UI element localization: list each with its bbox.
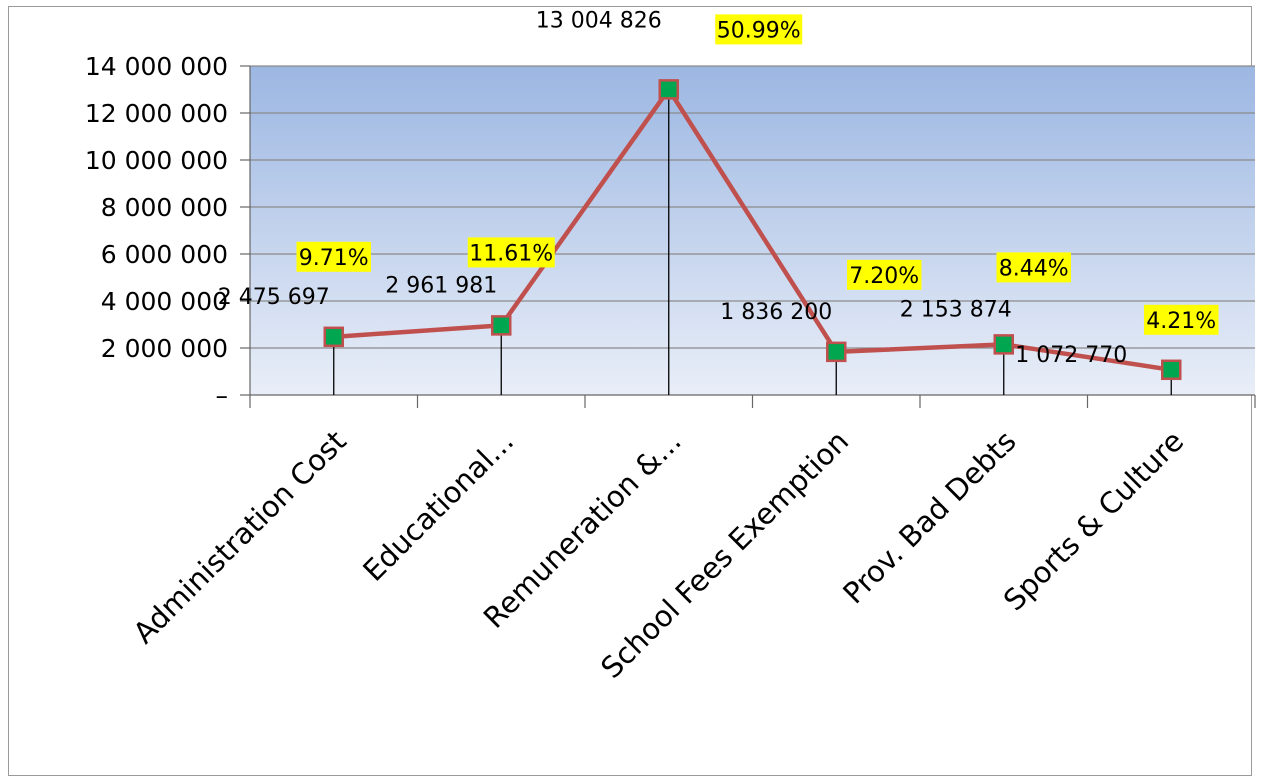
percent-badge bbox=[467, 237, 555, 268]
plot-area bbox=[250, 66, 1255, 395]
y-tick-label: 10 000 000 bbox=[85, 146, 228, 175]
percent-badge bbox=[996, 252, 1071, 283]
data-value-label: 13 004 826 bbox=[536, 8, 662, 33]
y-tick-label: – bbox=[216, 381, 229, 410]
data-point-marker bbox=[491, 315, 512, 336]
y-tick-label: 8 000 000 bbox=[101, 193, 228, 222]
y-tick-label: 6 000 000 bbox=[101, 240, 228, 269]
data-point-marker bbox=[323, 326, 344, 348]
data-point-marker bbox=[826, 341, 847, 363]
percent-label: 9.71% bbox=[299, 246, 369, 271]
percent-badge bbox=[296, 241, 371, 272]
y-tick-label: 2 000 000 bbox=[101, 334, 228, 363]
percent-label: 7.20% bbox=[849, 264, 919, 289]
data-point-marker bbox=[658, 79, 679, 100]
percent-badge bbox=[1144, 304, 1219, 335]
data-value-label: 1 836 200 bbox=[720, 300, 832, 325]
y-tick-label: 12 000 000 bbox=[85, 99, 228, 128]
percent-badge bbox=[847, 259, 922, 290]
series-line bbox=[333, 87, 1172, 373]
x-category-label: Prov. Bad Debts bbox=[836, 424, 1022, 610]
percent-label: 11.61% bbox=[469, 241, 553, 266]
x-category-label: Administration Cost bbox=[126, 424, 352, 650]
percent-label: 8.44% bbox=[999, 256, 1069, 281]
y-tick-label: 14 000 000 bbox=[85, 52, 228, 81]
percent-label: 4.21% bbox=[1146, 309, 1216, 334]
y-tick-label: 4 000 000 bbox=[101, 287, 228, 316]
data-value-label: 2 961 981 bbox=[385, 273, 497, 298]
data-point-marker bbox=[993, 334, 1014, 355]
data-point-marker bbox=[1161, 359, 1182, 381]
data-value-label: 1 072 770 bbox=[1015, 343, 1127, 368]
x-category-label: Educational... bbox=[356, 424, 520, 588]
data-value-label: 2 153 874 bbox=[900, 297, 1012, 322]
percent-label: 50.99% bbox=[717, 18, 801, 43]
x-category-label: Sports & Culture bbox=[997, 424, 1190, 617]
percent-badge bbox=[715, 14, 803, 45]
data-value-label: 2 475 697 bbox=[218, 285, 330, 310]
